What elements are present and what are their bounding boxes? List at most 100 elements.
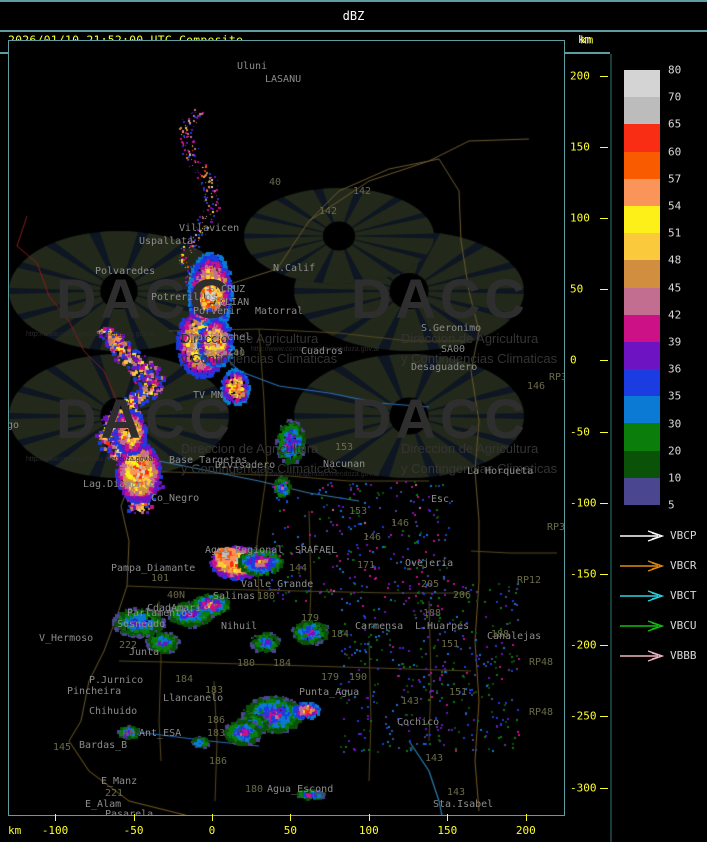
- map-route-label: 40: [123, 728, 136, 739]
- map-route-label: RP12: [517, 575, 542, 586]
- dacc-watermark-url: http://www.contingencias.mendoza.gov.ar: [26, 456, 155, 463]
- colorbar-level-label: 51: [668, 226, 682, 240]
- map-route-label: 179: [321, 672, 340, 683]
- colorbar-level-label: 5: [668, 498, 675, 512]
- arrow-legend-item: VBCR: [618, 558, 707, 574]
- y-tick-label: -250: [570, 709, 597, 723]
- x-tick-mark: [368, 814, 370, 821]
- radar-plot-area[interactable]: DACC DACC DACC DACC Direccion de Agricultura…: [8, 40, 565, 816]
- colorbar-segment: [624, 450, 660, 478]
- map-route-label: 151: [449, 687, 468, 698]
- map-route-label: 183: [207, 728, 226, 739]
- x-tick-label: -100: [41, 824, 69, 837]
- map-route-label: 188: [491, 629, 510, 640]
- radar-reflectivity-canvas[interactable]: [9, 41, 564, 815]
- y-tick-label: -200: [570, 638, 597, 652]
- y-tick-mark: [600, 716, 608, 718]
- dacc-watermark: DACC: [56, 387, 234, 450]
- y-tick-mark: [600, 75, 608, 77]
- dacc-watermark-subtitle: Direccion de Agricultura: [181, 441, 319, 456]
- map-route-label: 143: [401, 696, 420, 707]
- x-tick-mark: [55, 814, 57, 821]
- map-route-label: 184: [175, 674, 194, 685]
- colorbar-level-label: 57: [668, 172, 682, 186]
- x-axis: km -100 -50 0 50 100 150 200: [0, 814, 610, 842]
- map-route-label: 146: [363, 532, 382, 543]
- map-route-label: 179: [301, 613, 320, 624]
- x-tick-mark: [133, 814, 135, 821]
- map-route-label: 184: [273, 658, 292, 669]
- arrow-icon: [620, 620, 665, 632]
- y-tick-mark: [600, 217, 608, 219]
- arrow-icon: [620, 530, 665, 542]
- dacc-watermark-subtitle: y Contingencias Climaticas: [401, 351, 558, 366]
- colorbar-level-label: 48: [668, 253, 682, 267]
- map-route-label: 143: [425, 753, 444, 764]
- dacc-watermark-url: http://www.contingencias.mendoza.gov.ar: [251, 471, 380, 478]
- dacc-watermark-subtitle: y Contingencias Climaticas: [401, 461, 558, 476]
- map-route-label: 180: [237, 658, 256, 669]
- colorbar-segment: [624, 178, 660, 206]
- arrow-icon: [620, 590, 665, 602]
- dacc-watermark: DACC: [56, 267, 234, 330]
- colorbar-level-label: 65: [668, 117, 682, 131]
- dacc-watermark-url: http://www.contingencias.mendoza.gov.ar: [26, 331, 155, 338]
- dacc-watermark: DACC: [351, 387, 529, 450]
- y-tick-label: 50: [570, 282, 584, 296]
- info-bar-right: dBZ: [610, 30, 707, 54]
- map-route-label: 40N: [167, 590, 186, 601]
- y-axis-unit-label: km: [580, 33, 594, 47]
- colorbar-segment: [624, 396, 660, 424]
- map-route-label: 142: [353, 186, 372, 197]
- x-tick-label: 100: [358, 824, 379, 837]
- map-route-label: 151: [441, 639, 460, 650]
- colorbar-level-label: 20: [668, 444, 682, 458]
- dacc-watermark-subtitle: Direccion de Agricultura: [181, 331, 319, 346]
- arrow-icon: [620, 650, 665, 662]
- arrow-legend-label: VBCU: [670, 619, 697, 632]
- x-axis-unit-label: km: [8, 824, 22, 837]
- map-route-label: RP48: [529, 707, 554, 718]
- map-route-label: 183: [205, 685, 224, 696]
- colorbar-level-label: 30: [668, 417, 682, 431]
- colorbar-panel: 80 70 65 60 57 54 51 48 45 42 39 36 35 30 20 10 5 VBCP VB…: [610, 54, 707, 842]
- arrow-legend-label: VBBB: [670, 649, 697, 662]
- map-route-label: 222: [119, 640, 138, 651]
- map-route-label: 143: [447, 787, 466, 798]
- x-tick-label: 50: [283, 824, 298, 837]
- arrow-legend-label: VBCR: [670, 559, 697, 572]
- colorbar-level-label: 10: [668, 471, 682, 485]
- arrow-legend-item: VBCP: [618, 528, 707, 544]
- y-tick-label: -50: [570, 425, 590, 439]
- map-route-label: 206: [453, 590, 472, 601]
- y-tick-mark: [600, 787, 608, 789]
- window-title: dBZ: [342, 9, 365, 23]
- map-route-label: 190: [349, 672, 368, 683]
- colorbar-level-label: 39: [668, 335, 682, 349]
- km-unit-label-top: km: [578, 33, 592, 46]
- map-route-label: 146: [391, 518, 410, 529]
- y-tick-mark: [600, 360, 608, 362]
- x-tick-label: -50: [123, 824, 144, 837]
- x-tick-label: 150: [437, 824, 458, 837]
- radar-plot-frame[interactable]: DACC DACC DACC DACC Direccion de Agricultura…: [8, 40, 565, 816]
- map-route-label: 180: [245, 784, 264, 795]
- y-tick-mark: [600, 431, 608, 433]
- colorbar-level-label: 42: [668, 308, 682, 322]
- map-route-label: 153: [349, 506, 368, 517]
- map-route-label: 221: [105, 788, 124, 799]
- map-route-label: 180: [257, 591, 276, 602]
- colorbar-level-label: 45: [668, 281, 682, 295]
- y-tick-label: -100: [570, 496, 597, 510]
- colorbar-level-label: 54: [668, 199, 682, 213]
- colorbar-level-label: 60: [668, 145, 682, 159]
- y-tick-mark: [600, 502, 608, 504]
- map-route-label: 186: [207, 715, 226, 726]
- colorbar-gradient: [624, 70, 660, 505]
- map-route-label: RP3: [547, 522, 565, 533]
- y-tick-mark: [600, 289, 608, 291]
- map-route-label: 171: [357, 560, 376, 571]
- colorbar-segment: [624, 287, 660, 315]
- y-tick-label: -150: [570, 567, 597, 581]
- arrow-legend-item: VBCU: [618, 618, 707, 634]
